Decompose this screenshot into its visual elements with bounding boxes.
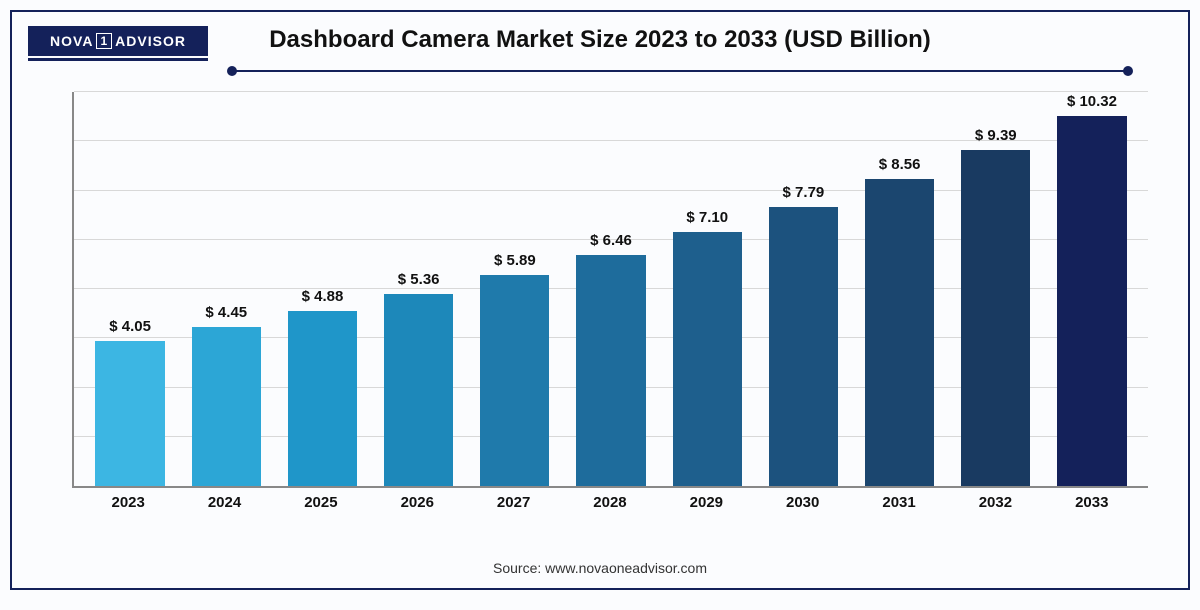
x-axis-labels: 2023202420252026202720282029203020312032…: [72, 494, 1148, 518]
x-axis-label: 2030: [755, 494, 851, 518]
source-text: Source: www.novaoneadvisor.com: [12, 560, 1188, 576]
bar-value-label: $ 4.05: [109, 318, 151, 335]
plot-area: $ 4.05 $ 4.45 $ 4.88 $ 5.36 $ 5.89 $ 6.46 $ 7.…: [72, 92, 1148, 488]
x-axis-label: 2027: [465, 494, 561, 518]
bar-value-label: $ 8.56: [879, 156, 921, 173]
bar-wrap: $ 7.10: [659, 92, 755, 486]
bar-value-label: $ 10.32: [1067, 93, 1117, 110]
bar: [961, 150, 1030, 486]
bar-value-label: $ 4.45: [205, 304, 247, 321]
bar: [95, 341, 164, 486]
chart-title: Dashboard Camera Market Size 2023 to 203…: [12, 26, 1188, 54]
bar-value-label: $ 7.10: [686, 209, 728, 226]
bar-wrap: $ 9.39: [948, 92, 1044, 486]
bar: [576, 255, 645, 486]
bar-value-label: $ 4.88: [302, 288, 344, 305]
bar-value-label: $ 5.36: [398, 271, 440, 288]
bar-wrap: $ 6.46: [563, 92, 659, 486]
x-axis-label: 2026: [369, 494, 465, 518]
x-axis-label: 2032: [947, 494, 1043, 518]
bar: [865, 179, 934, 486]
bar: [480, 275, 549, 486]
chart-frame: NOVA 1 ADVISOR Dashboard Camera Market S…: [10, 10, 1190, 590]
title-divider: [232, 70, 1128, 72]
bar: [1057, 116, 1126, 486]
bar: [769, 207, 838, 486]
x-axis-label: 2025: [273, 494, 369, 518]
bar: [288, 311, 357, 486]
x-axis-label: 2024: [176, 494, 272, 518]
bar-wrap: $ 4.88: [274, 92, 370, 486]
bar-wrap: $ 7.79: [755, 92, 851, 486]
x-axis-label: 2028: [562, 494, 658, 518]
bar-wrap: $ 8.56: [852, 92, 948, 486]
bar-wrap: $ 4.45: [178, 92, 274, 486]
bar-wrap: $ 5.36: [371, 92, 467, 486]
bar-wrap: $ 10.32: [1044, 92, 1140, 486]
x-axis-label: 2029: [658, 494, 754, 518]
x-axis-label: 2033: [1044, 494, 1140, 518]
chart-area: $ 4.05 $ 4.45 $ 4.88 $ 5.36 $ 5.89 $ 6.46 $ 7.…: [72, 92, 1148, 518]
bar-wrap: $ 4.05: [82, 92, 178, 486]
logo-underline: [28, 58, 208, 61]
bars-container: $ 4.05 $ 4.45 $ 4.88 $ 5.36 $ 5.89 $ 6.46 $ 7.…: [74, 92, 1148, 486]
bar-value-label: $ 7.79: [783, 184, 825, 201]
bar-value-label: $ 9.39: [975, 127, 1017, 144]
x-axis-label: 2031: [851, 494, 947, 518]
bar-wrap: $ 5.89: [467, 92, 563, 486]
bar-value-label: $ 5.89: [494, 252, 536, 269]
bar: [673, 232, 742, 486]
x-axis-label: 2023: [80, 494, 176, 518]
bar: [192, 327, 261, 486]
bar: [384, 294, 453, 486]
bar-value-label: $ 6.46: [590, 232, 632, 249]
